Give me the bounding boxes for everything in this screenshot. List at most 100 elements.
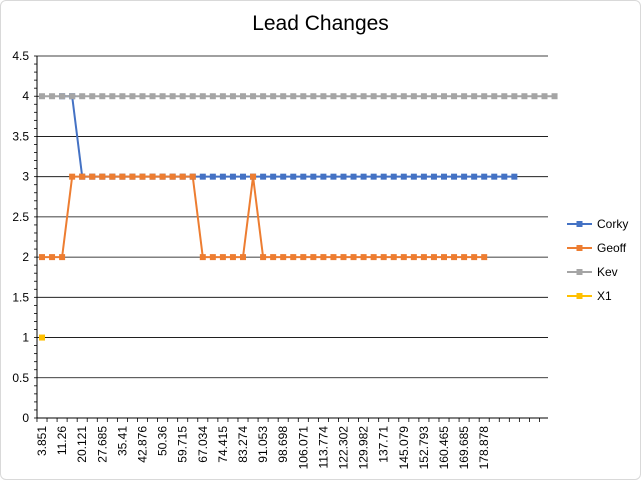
legend: Corky Geoff Kev X1 xyxy=(567,217,628,303)
y-axis-ticks: 0 0.5 1 1.5 2 2.5 3 3.5 4 4.5 xyxy=(12,49,37,425)
data-point-kev xyxy=(531,93,538,100)
data-point-x1 xyxy=(39,334,45,341)
y-tick-label: 0 xyxy=(22,411,29,425)
data-point-kev xyxy=(451,93,458,100)
x-tick-label: 129.982 xyxy=(357,426,371,470)
data-point-geoff xyxy=(49,254,56,261)
data-point-geoff xyxy=(39,254,45,261)
data-point-corky xyxy=(410,173,417,180)
data-point-kev xyxy=(280,93,287,100)
data-point-geoff xyxy=(139,173,146,180)
data-point-geoff xyxy=(410,254,417,261)
legend-label: X1 xyxy=(597,289,612,303)
data-point-geoff xyxy=(229,254,236,261)
data-point-geoff xyxy=(159,173,166,180)
data-point-kev xyxy=(300,93,307,100)
data-point-kev xyxy=(189,93,196,100)
data-point-kev xyxy=(99,93,106,100)
data-point-corky xyxy=(209,173,216,180)
data-point-kev xyxy=(420,93,427,100)
series-lines xyxy=(42,95,555,259)
data-point-kev xyxy=(360,93,367,100)
legend-item-geoff: Geoff xyxy=(567,241,627,255)
x-tick-label: 50.36 xyxy=(156,426,170,456)
data-point-geoff xyxy=(390,254,397,261)
data-point-corky xyxy=(441,173,447,180)
data-point-kev xyxy=(551,93,558,100)
gridlines xyxy=(37,55,548,379)
y-tick-label: 0.5 xyxy=(12,371,29,385)
data-point-geoff xyxy=(79,173,86,180)
data-point-geoff xyxy=(89,173,96,180)
y-tick-label: 1.5 xyxy=(12,290,29,304)
x-tick-label: 113.774 xyxy=(316,426,330,469)
data-point-geoff xyxy=(119,173,126,180)
y-tick-label: 1 xyxy=(22,331,29,345)
data-point-corky xyxy=(219,173,226,180)
data-point-geoff xyxy=(109,173,116,180)
legend-label: Geoff xyxy=(597,241,627,255)
x-tick-label: 42.876 xyxy=(136,426,150,463)
x-tick-label: 98.698 xyxy=(276,426,290,463)
data-point-geoff xyxy=(280,254,287,261)
data-point-geoff xyxy=(340,254,347,261)
data-point-kev xyxy=(501,93,508,100)
data-point-geoff xyxy=(430,254,437,261)
data-point-corky xyxy=(229,173,236,180)
data-point-kev xyxy=(39,93,45,100)
data-point-corky xyxy=(300,173,307,180)
x-tick-label: 59.715 xyxy=(176,426,190,463)
x-tick-label: 27.685 xyxy=(95,426,109,463)
data-point-kev xyxy=(521,93,528,100)
y-tick-label: 2.5 xyxy=(12,210,29,224)
data-point-kev xyxy=(240,93,246,100)
axes xyxy=(36,56,548,419)
data-point-corky xyxy=(290,173,297,180)
data-point-corky xyxy=(280,173,287,180)
data-point-kev xyxy=(49,93,56,100)
data-point-geoff xyxy=(471,254,478,261)
data-point-corky xyxy=(380,173,387,180)
data-point-corky xyxy=(310,173,317,180)
data-point-kev xyxy=(350,93,357,100)
x-tick-label: 145.079 xyxy=(397,426,411,470)
legend-label: Corky xyxy=(597,217,628,231)
data-point-corky xyxy=(199,173,206,180)
data-point-geoff xyxy=(219,254,226,261)
data-point-corky xyxy=(471,173,478,180)
data-point-corky xyxy=(240,173,246,180)
data-point-kev xyxy=(340,93,347,100)
data-point-corky xyxy=(511,173,518,180)
x-tick-label: 3.851 xyxy=(35,426,49,456)
data-point-kev xyxy=(380,93,387,100)
legend-label: Kev xyxy=(597,265,618,279)
data-point-geoff xyxy=(149,173,156,180)
data-point-corky xyxy=(501,173,508,180)
data-point-corky xyxy=(330,173,337,180)
x-tick-label: 91.053 xyxy=(256,426,270,463)
data-point-kev xyxy=(400,93,407,100)
data-point-geoff xyxy=(451,254,458,261)
data-point-kev xyxy=(461,93,468,100)
data-point-kev xyxy=(441,93,447,100)
legend-swatch-marker xyxy=(576,269,583,275)
data-point-geoff xyxy=(250,173,257,180)
data-point-geoff xyxy=(461,254,468,261)
data-point-kev xyxy=(229,93,236,100)
data-point-kev xyxy=(410,93,417,100)
data-point-kev xyxy=(179,93,186,100)
data-point-corky xyxy=(360,173,367,180)
x-tick-label: 178.878 xyxy=(477,426,491,470)
data-point-kev xyxy=(511,93,518,100)
data-point-kev xyxy=(430,93,437,100)
data-point-corky xyxy=(350,173,357,180)
data-point-kev xyxy=(471,93,478,100)
x-tick-label: 20.121 xyxy=(75,426,89,463)
x-tick-label: 11.26 xyxy=(55,426,69,455)
data-point-corky xyxy=(340,173,347,180)
data-point-kev xyxy=(320,93,327,100)
data-point-kev xyxy=(169,93,176,100)
data-point-corky xyxy=(491,173,498,180)
data-point-kev xyxy=(79,93,86,100)
